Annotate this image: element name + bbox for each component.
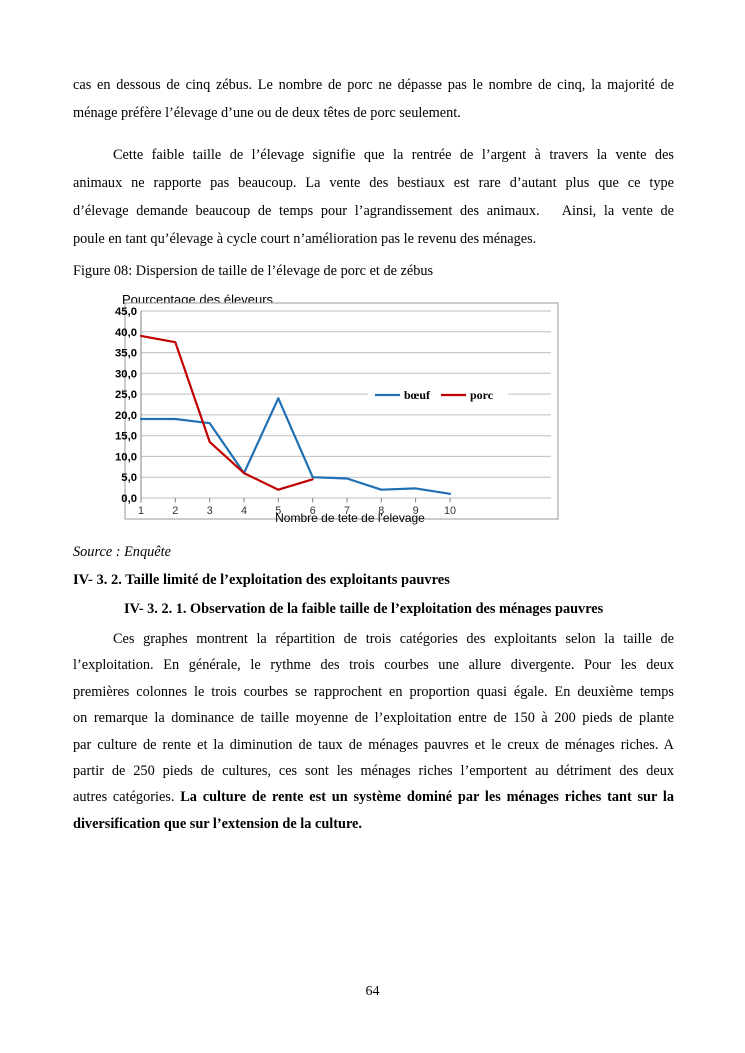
- svg-text:3: 3: [207, 505, 213, 517]
- svg-text:5,0: 5,0: [121, 472, 137, 484]
- svg-text:1: 1: [138, 505, 144, 517]
- svg-text:40,0: 40,0: [115, 327, 137, 339]
- svg-text:20,0: 20,0: [115, 410, 137, 422]
- svg-text:bœuf: bœuf: [404, 388, 431, 402]
- svg-text:10,0: 10,0: [115, 451, 137, 463]
- svg-text:10: 10: [444, 505, 456, 517]
- svg-text:0,0: 0,0: [121, 493, 137, 505]
- svg-text:35,0: 35,0: [115, 348, 137, 360]
- svg-text:30,0: 30,0: [115, 368, 137, 380]
- svg-text:Nombre de tete de l'elevage: Nombre de tete de l'elevage: [275, 511, 425, 525]
- svg-text:25,0: 25,0: [115, 389, 137, 401]
- svg-text:4: 4: [241, 505, 247, 517]
- svg-text:porc: porc: [470, 388, 494, 402]
- svg-text:15,0: 15,0: [115, 431, 137, 443]
- svg-text:45,0: 45,0: [115, 306, 137, 318]
- svg-text:2: 2: [172, 505, 178, 517]
